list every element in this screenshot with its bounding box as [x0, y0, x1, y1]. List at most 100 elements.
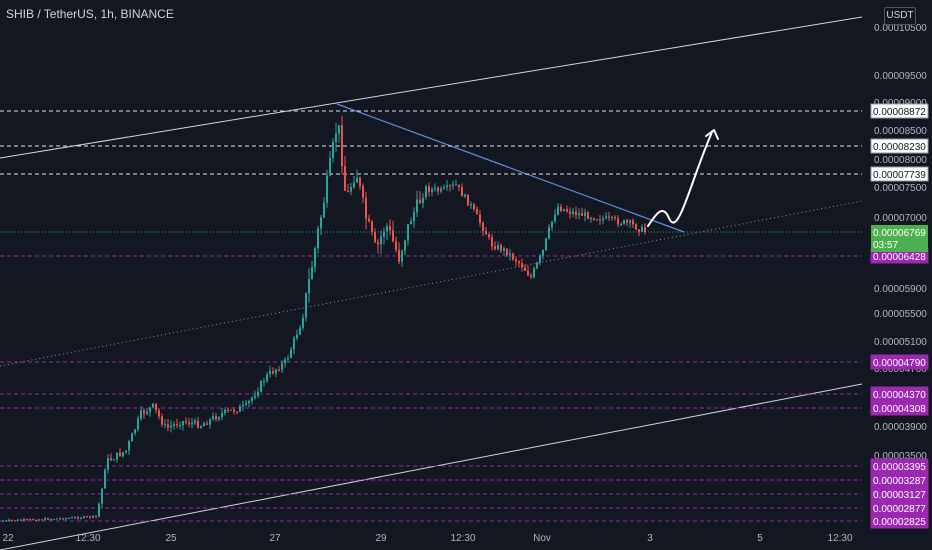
candle-body	[638, 229, 640, 232]
candle-body	[539, 255, 541, 263]
candle-body	[77, 517, 79, 519]
y-tick-label: 0.00008000	[874, 155, 927, 166]
candle-body	[281, 363, 283, 370]
candle-body	[566, 209, 568, 212]
candle-body	[278, 369, 280, 371]
white-level-label-box	[870, 166, 929, 182]
candle-body	[296, 334, 298, 339]
candle-body	[44, 518, 46, 520]
candle-body	[146, 411, 148, 414]
candle-body	[446, 185, 448, 188]
candle-body	[323, 202, 325, 218]
candle-body	[632, 220, 634, 225]
candle-body	[584, 212, 586, 216]
candle-body	[329, 157, 331, 176]
candle-body	[554, 214, 556, 222]
candle-body	[467, 194, 469, 206]
candle-body	[23, 519, 25, 521]
candle-body	[26, 519, 28, 521]
y-tick-label: 0.00003500	[874, 451, 927, 462]
magenta-level-label: 0.00004370	[873, 390, 926, 401]
candle-body	[314, 248, 316, 268]
candle-body	[176, 424, 178, 426]
candle-body	[233, 409, 235, 412]
candle-body	[443, 187, 445, 189]
x-tick-label: 12:30	[75, 533, 100, 544]
candle-body	[641, 226, 643, 232]
candle-body	[62, 518, 64, 520]
magenta-level-label: 0.00002877	[873, 504, 926, 515]
candle-body	[47, 518, 49, 520]
white-level-label: 0.00007739	[873, 170, 926, 181]
candle-body	[221, 412, 223, 418]
candle-body	[143, 410, 145, 414]
candle-body	[482, 222, 484, 231]
candle-body	[524, 267, 526, 271]
candle-body	[344, 166, 346, 191]
magenta-level-label: 0.00003287	[873, 476, 926, 487]
candle-body	[398, 249, 400, 262]
candle-body	[401, 250, 403, 262]
candle-body	[380, 236, 382, 245]
currency-button[interactable]: USDT	[884, 7, 916, 25]
candle-series	[2, 115, 646, 522]
candle-body	[161, 416, 163, 425]
candle-body	[293, 338, 295, 350]
y-tick-label: 0.00003900	[874, 422, 927, 433]
candle-body	[563, 209, 565, 211]
x-tick-label: 5	[757, 533, 763, 544]
candle-body	[497, 245, 499, 250]
projection-arrowhead	[705, 129, 719, 140]
candle-body	[8, 519, 10, 521]
candle-body	[134, 429, 136, 434]
candle-body	[479, 214, 481, 223]
candle-body	[422, 197, 424, 204]
candle-body	[218, 417, 220, 420]
candle-body	[350, 187, 352, 192]
candle-body	[239, 406, 241, 412]
candle-body	[65, 518, 67, 520]
candle-body	[383, 231, 385, 237]
candle-body	[149, 407, 151, 412]
candle-body	[572, 211, 574, 214]
candle-body	[86, 516, 88, 518]
candle-body	[20, 519, 22, 521]
magenta-level-label: 0.00004790	[873, 358, 926, 369]
candle-body	[305, 293, 307, 318]
candle-body	[179, 425, 181, 427]
candle-body	[542, 249, 544, 256]
symbol-title: SHIB / TetherUS, 1h, BINANCE	[6, 7, 174, 21]
candle-body	[53, 519, 55, 521]
candle-body	[419, 199, 421, 204]
candle-body	[635, 224, 637, 230]
magenta-level-label: 0.00003127	[873, 490, 926, 501]
candle-body	[392, 230, 394, 242]
candle-body	[236, 411, 238, 413]
x-tick-label: 12:30	[450, 533, 475, 544]
candle-body	[182, 421, 184, 426]
candle-body	[209, 419, 211, 425]
candle-body	[275, 369, 277, 374]
candle-body	[368, 218, 370, 222]
candle-body	[41, 519, 43, 521]
candle-body	[56, 518, 58, 520]
candle-body	[83, 516, 85, 518]
candle-body	[605, 216, 607, 219]
magenta-level-label-box	[870, 354, 929, 370]
y-tick-label: 0.00008500	[874, 126, 927, 137]
candle-body	[440, 188, 442, 192]
channel-top-line	[0, 16, 863, 159]
candle-body	[194, 420, 196, 423]
candle-body	[185, 421, 187, 423]
candle-body	[188, 422, 190, 425]
candle-body	[263, 381, 265, 383]
candle-body	[173, 424, 175, 426]
candle-body	[464, 194, 466, 197]
candle-body	[290, 349, 292, 358]
candle-body	[110, 458, 112, 460]
candle-body	[254, 395, 256, 398]
candle-body	[371, 221, 373, 232]
candle-body	[50, 519, 52, 521]
x-tick-label: 25	[165, 533, 177, 544]
